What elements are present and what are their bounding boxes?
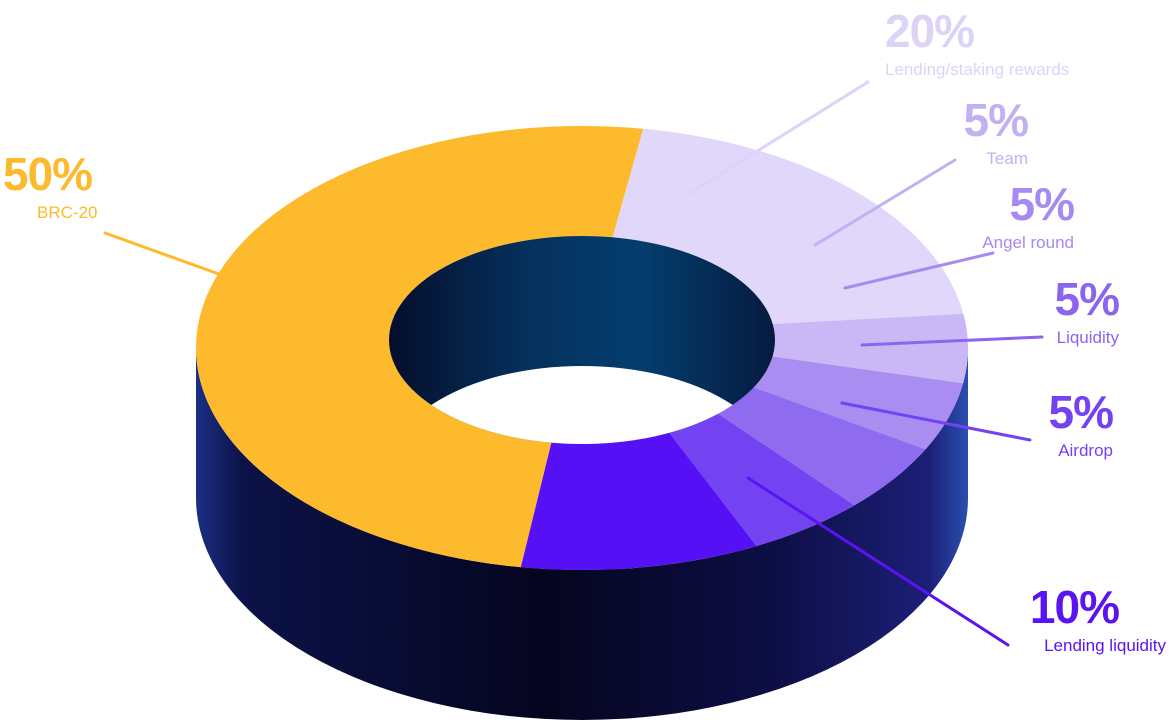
leader-line-brc-20 xyxy=(103,231,307,307)
leader-line-lending-liquidity xyxy=(746,476,1010,647)
slice-value-airdrop: 5% xyxy=(1049,386,1114,438)
slice-team xyxy=(772,313,968,384)
leader-line-angel-round xyxy=(843,251,995,290)
slice-value-lending-staking-rewards: 20% xyxy=(885,5,974,57)
slice-value-team: 5% xyxy=(964,94,1029,146)
leader-line-lending-staking-rewards xyxy=(688,80,870,195)
slice-label-lending-liquidity: Lending liquidity xyxy=(1044,636,1166,655)
slice-lending-staking-rewards xyxy=(612,128,964,324)
slice-label-team: Team xyxy=(986,149,1028,168)
slice-label-angel-round: Angel round xyxy=(982,233,1074,252)
slice-lending-liquidity xyxy=(520,432,757,571)
slice-brc-20 xyxy=(195,126,644,568)
leader-line-liquidity xyxy=(860,335,1044,347)
slice-label-brc-20: BRC-20 xyxy=(37,203,97,222)
slice-angel-round xyxy=(753,356,964,450)
donut-hole-opening xyxy=(389,366,775,444)
donut-side-wall xyxy=(196,348,968,720)
slice-value-lending-liquidity: 10% xyxy=(1030,581,1119,633)
slice-label-lending-staking-rewards: Lending/staking rewards xyxy=(885,60,1069,79)
slice-label-airdrop: Airdrop xyxy=(1058,441,1113,460)
slice-label-liquidity: Liquidity xyxy=(1057,328,1120,347)
slice-value-brc-20: 50% xyxy=(3,148,92,200)
slice-airdrop xyxy=(669,413,855,547)
leader-line-team xyxy=(813,158,957,247)
leader-line-airdrop xyxy=(840,401,1032,442)
slice-liquidity xyxy=(718,387,926,506)
slice-value-liquidity: 5% xyxy=(1055,273,1120,325)
slice-value-angel-round: 5% xyxy=(1010,178,1075,230)
